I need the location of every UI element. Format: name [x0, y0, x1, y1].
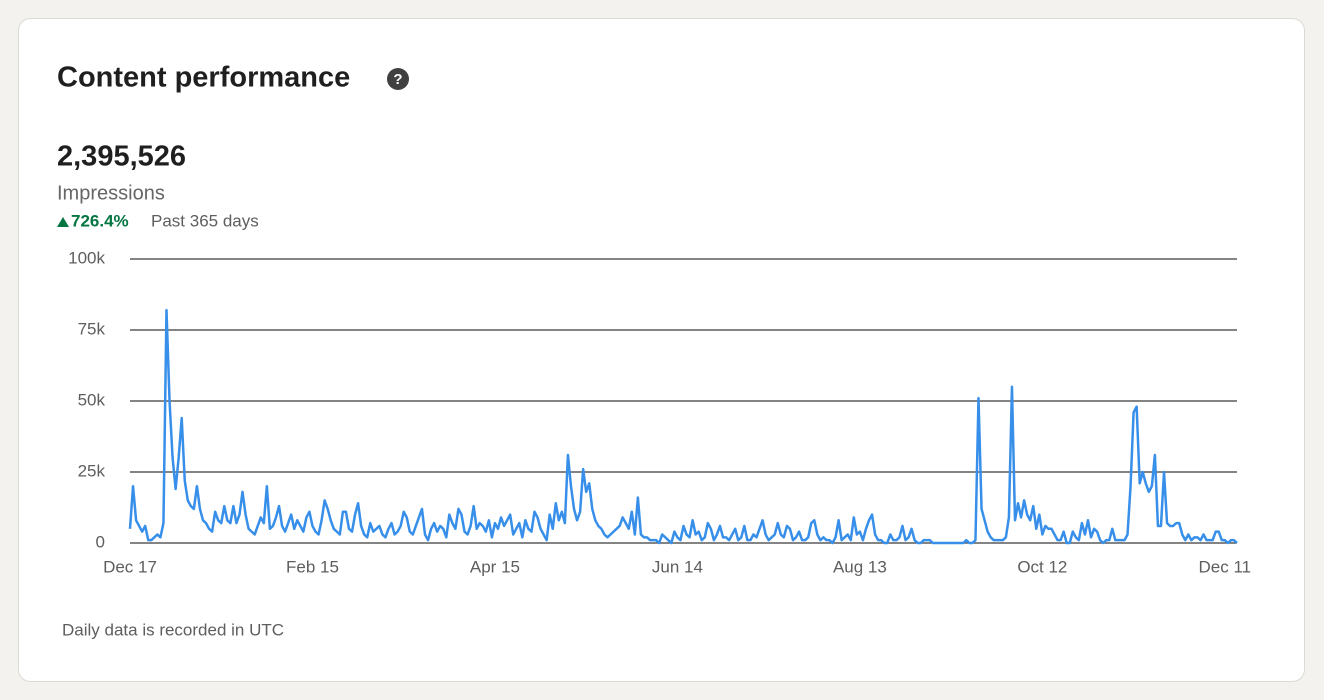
- card-title: Content performance: [57, 62, 350, 94]
- help-icon[interactable]: ?: [387, 68, 409, 90]
- y-tick-label: 75k: [78, 319, 106, 338]
- x-tick-label: Jun 14: [652, 557, 703, 576]
- svg-text:?: ?: [393, 71, 402, 88]
- metric-change: 726.4%: [71, 211, 129, 230]
- impressions-line: [128, 308, 1238, 545]
- y-tick-label: 100k: [68, 248, 105, 267]
- x-tick-label: Apr 15: [470, 557, 520, 576]
- y-tick-label: 25k: [78, 461, 106, 480]
- card: [18, 18, 1305, 682]
- up-arrow: [57, 217, 69, 227]
- y-tick-label: 50k: [78, 390, 106, 409]
- x-tick-label: Oct 12: [1017, 557, 1067, 576]
- metric-label: Impressions: [57, 182, 165, 204]
- y-tick-label: 0: [96, 532, 105, 551]
- metric-period: Past 365 days: [151, 211, 259, 230]
- metric-value: 2,395,526: [57, 141, 186, 173]
- footer-note: Daily data is recorded in UTC: [62, 620, 284, 639]
- x-tick-label: Feb 15: [286, 557, 339, 576]
- x-tick-label: Dec 11: [1199, 557, 1252, 576]
- x-tick-label: Aug 13: [833, 557, 887, 576]
- x-tick-label: Dec 17: [103, 557, 157, 576]
